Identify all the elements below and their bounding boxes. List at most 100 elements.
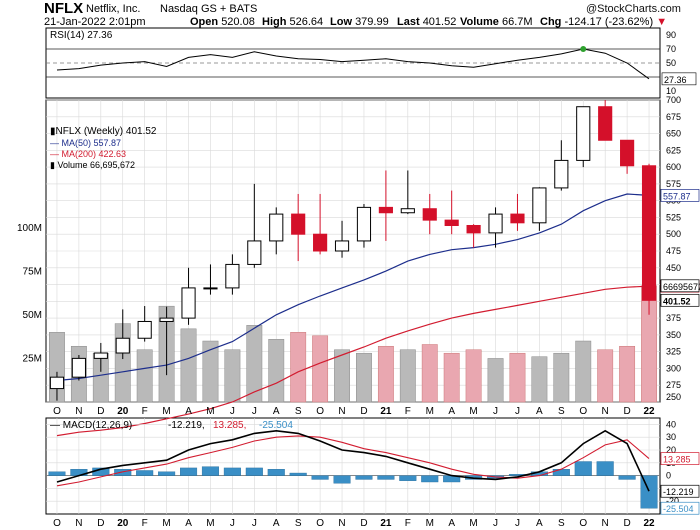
volume-tick-label: 50M: [23, 310, 42, 321]
last-close-label-box: [660, 293, 700, 307]
macd-histogram-bar: [223, 467, 241, 476]
price-tick-label: 275: [666, 380, 681, 390]
volume-bar: [180, 328, 197, 403]
macd-x-label: F: [142, 518, 148, 529]
macd-x-label: S: [558, 518, 565, 529]
price-x-label: F: [142, 406, 148, 417]
macd-last-box: [660, 484, 700, 498]
quote-change: Chg -124.17 (-23.62%) ▼: [540, 16, 668, 28]
candle-body: [378, 206, 393, 214]
macd-x-label: O: [579, 518, 587, 529]
candle-body: [620, 139, 635, 167]
price-x-label: 22: [643, 406, 655, 417]
candle-body: [532, 187, 547, 224]
macd-x-label: D: [97, 518, 104, 529]
candle-body: [203, 287, 218, 290]
macd-x-label: 21: [380, 518, 392, 529]
volume-tick-label: 25M: [23, 353, 42, 364]
quote-high: High 526.64: [262, 16, 324, 28]
rsi-last-label: 27.36: [664, 75, 687, 85]
macd-hist-last: -25.504: [663, 504, 694, 514]
macd-tick-label: -20: [666, 496, 679, 506]
price-x-label: D: [623, 406, 630, 417]
volume-bar: [377, 345, 394, 403]
volume-bar: [268, 339, 285, 403]
ma50-last-label: 557.87: [663, 191, 691, 201]
candle-body: [291, 213, 306, 235]
macd-histogram-bar: [618, 475, 636, 480]
price-x-label: N: [602, 406, 609, 417]
quote-date: 21-Jan-2022 2:01pm: [44, 16, 146, 28]
price-x-label: A: [273, 406, 280, 417]
volume-last-label-box: [660, 279, 700, 293]
candle-body: [313, 233, 328, 252]
candle-body: [510, 213, 525, 224]
ma50-last-label-box: [660, 189, 700, 202]
macd-x-label: A: [536, 518, 543, 529]
macd-x-label: J: [252, 518, 257, 529]
rsi-tick-label: 70: [666, 44, 676, 54]
macd-hist-last-box: [660, 501, 700, 515]
candle-body: [576, 106, 591, 161]
macd-x-label: M: [162, 518, 170, 529]
candle-body: [159, 317, 174, 322]
macd-histogram-bar: [180, 467, 198, 476]
volume-bar: [399, 349, 416, 403]
macd-histogram-bar: [574, 461, 592, 476]
volume-bar: [224, 349, 241, 403]
price-tick-label: 375: [666, 313, 681, 323]
price-tick-label: 675: [666, 112, 681, 122]
price-tick-label: 350: [666, 330, 681, 340]
macd-tick-label: 40: [666, 419, 676, 429]
candle-body: [115, 337, 130, 354]
macd-histogram-bar: [136, 470, 154, 476]
macd-histogram-bar: [267, 469, 285, 476]
down-arrow-icon: ▼: [656, 16, 668, 28]
macd-legend-signal: 13.285,: [213, 420, 246, 431]
price-legend-title: ▮NFLX (Weekly) 401.52: [50, 126, 157, 137]
company-name: Netflix, Inc.: [86, 3, 141, 15]
rsi-overbought-fill: [580, 46, 587, 52]
quote-open: Open 520.08: [190, 16, 255, 28]
price-x-label: F: [405, 406, 411, 417]
volume-bar: [290, 332, 307, 403]
macd-x-label: J: [515, 518, 520, 529]
price-x-label: O: [53, 406, 61, 417]
macd-histogram-bar: [596, 461, 614, 476]
price-tick-label: 600: [666, 162, 681, 172]
macd-x-label: J: [493, 518, 498, 529]
macd-x-label: O: [53, 518, 61, 529]
volume-legend: ▮ Volume 66,695,672: [50, 160, 135, 170]
candle-body: [93, 352, 108, 359]
price-x-label: S: [295, 406, 302, 417]
price-tick-label: 700: [666, 95, 681, 105]
macd-x-label: N: [338, 518, 345, 529]
macd-tick-label: 30: [666, 432, 676, 442]
volume-bar: [531, 356, 548, 403]
candle-body: [269, 213, 284, 242]
ma200-line: [56, 285, 650, 437]
price-x-label: A: [536, 406, 543, 417]
candle-body: [422, 208, 437, 221]
volume-bar: [334, 349, 350, 403]
candle-body: [225, 263, 240, 289]
price-tick-label: 475: [666, 246, 681, 256]
macd-histogram-bar: [289, 472, 307, 476]
volume-bar: [246, 325, 263, 403]
macd-x-label: D: [360, 518, 367, 529]
macd-legend-macd: -12.219,: [168, 420, 205, 431]
price-tick-label: 625: [666, 145, 681, 155]
price-x-label: O: [579, 406, 587, 417]
macd-x-label: A: [185, 518, 192, 529]
price-x-label: M: [426, 406, 434, 417]
macd-signal-line: [56, 435, 650, 487]
macd-x-label: M: [426, 518, 434, 529]
macd-x-label: D: [623, 518, 630, 529]
macd-legend-name: — MACD(12,26,9): [50, 420, 132, 431]
macd-histogram-bar: [399, 475, 417, 481]
price-x-label: M: [469, 406, 477, 417]
volume-bar: [509, 352, 526, 403]
volume-bar: [136, 349, 153, 403]
volume-bar: [421, 344, 438, 403]
